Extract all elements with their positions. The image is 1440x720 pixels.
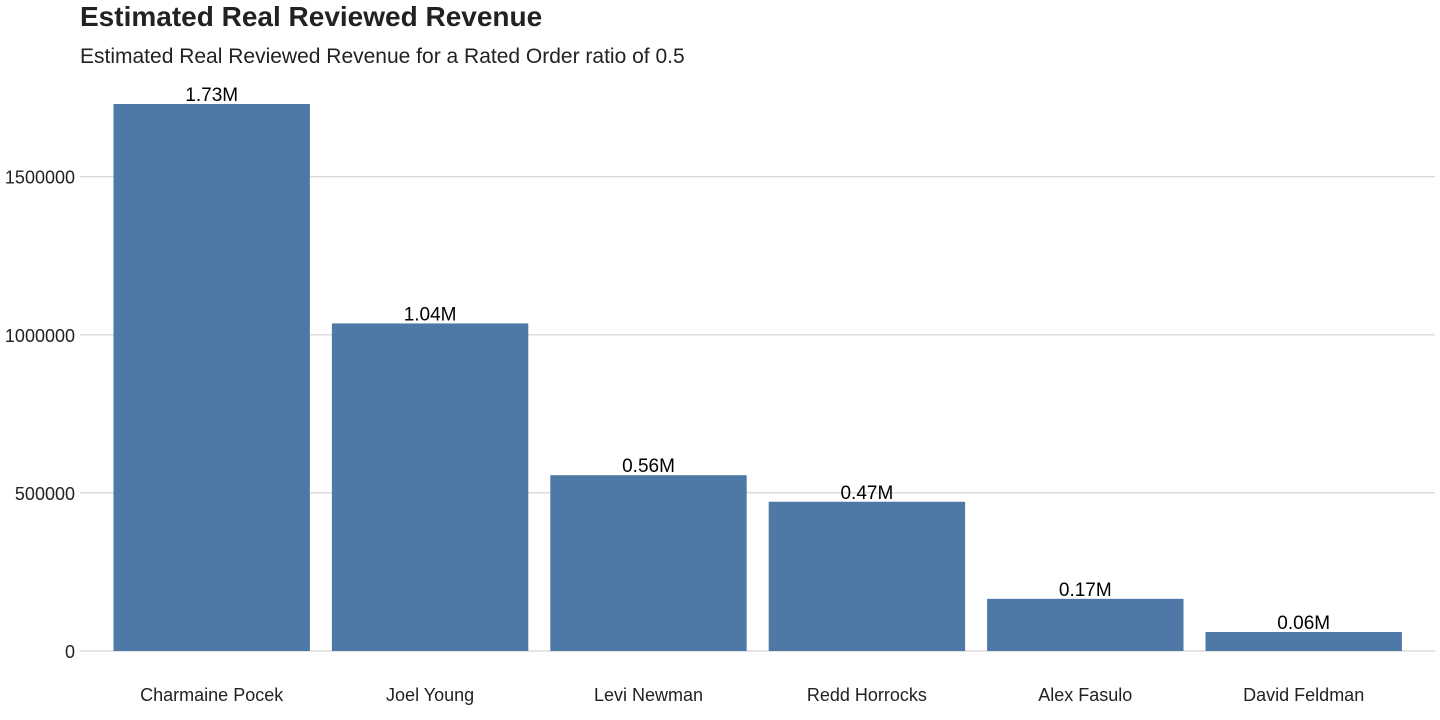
- chart-title: Estimated Real Reviewed Revenue: [80, 1, 542, 32]
- y-tick-label: 500000: [15, 484, 75, 504]
- y-axis-ticks: 0 500000 1000000 1500000: [5, 168, 75, 662]
- bar: [987, 598, 1184, 651]
- y-tick-label: 1500000: [5, 168, 75, 188]
- bar: [1205, 632, 1402, 651]
- bars: [113, 104, 1402, 651]
- y-tick-label: 0: [65, 642, 75, 662]
- bar: [113, 104, 310, 651]
- x-tick-label: Charmaine Pocek: [140, 685, 284, 705]
- x-tick-label: Joel Young: [386, 685, 474, 705]
- x-axis-ticks: Charmaine Pocek Joel Young Levi Newman Redd…: [140, 685, 1364, 705]
- chart-subtitle: Estimated Real Reviewed Revenue for a Ra…: [80, 45, 685, 68]
- x-tick-label: Alex Fasulo: [1038, 685, 1132, 705]
- bar-data-label: 0.17M: [1059, 580, 1112, 601]
- x-tick-label: Redd Horrocks: [807, 685, 927, 705]
- x-tick-label: Levi Newman: [594, 685, 703, 705]
- bar: [768, 501, 966, 651]
- bar-data-label: 1.04M: [404, 304, 457, 325]
- bar: [331, 323, 529, 651]
- bar-data-label: 1.73M: [185, 85, 238, 106]
- x-tick-label: David Feldman: [1243, 685, 1364, 705]
- bar-data-label: 0.47M: [840, 483, 893, 504]
- bar-data-labels: 1.73M 1.04M 0.56M 0.47M 0.17M 0.06M: [185, 85, 1330, 634]
- bar-data-label: 0.56M: [622, 456, 675, 477]
- bar-data-label: 0.06M: [1277, 613, 1330, 634]
- y-tick-label: 1000000: [5, 326, 75, 346]
- bar: [550, 475, 747, 651]
